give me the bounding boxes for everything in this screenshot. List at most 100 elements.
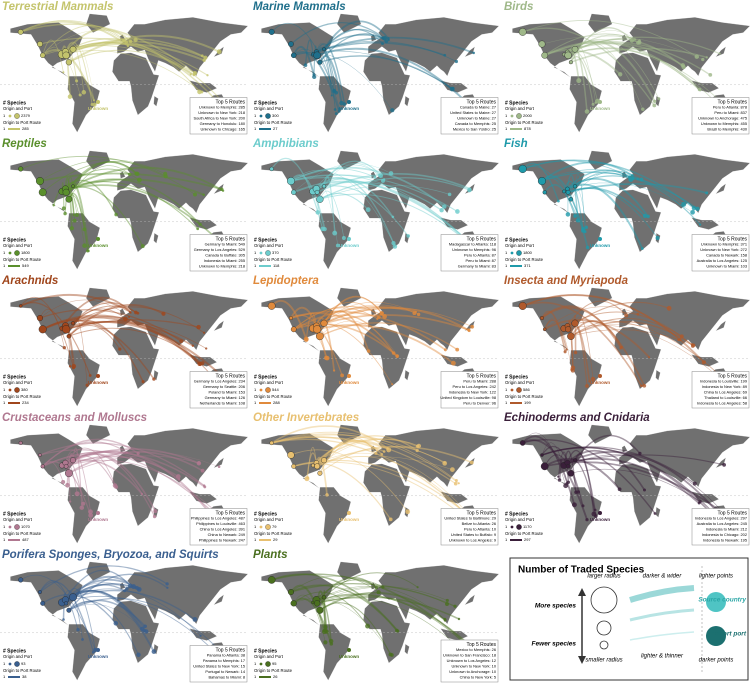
unknown-label: Unknown — [339, 106, 359, 111]
source-point — [65, 483, 70, 488]
port-point — [538, 177, 546, 185]
source-point — [652, 103, 656, 107]
port-point — [67, 608, 72, 613]
port-point — [289, 316, 293, 320]
legend-route — [8, 265, 20, 267]
source-point — [199, 635, 201, 637]
map-panel: Porifera Sponges, Bryozoa, and SquirtsUn… — [0, 549, 248, 682]
key-circle — [597, 621, 611, 635]
port-point — [322, 595, 326, 599]
port-point — [62, 325, 70, 333]
source-point — [640, 177, 644, 181]
source-point — [69, 365, 71, 367]
route-entry: Germany to Miami: 549 — [205, 242, 245, 247]
source-point — [80, 505, 84, 509]
source-point — [574, 351, 577, 354]
legend-value: 1 — [254, 674, 257, 679]
source-point — [142, 380, 145, 383]
source-point — [453, 605, 456, 608]
port-point — [572, 320, 579, 327]
source-point — [583, 230, 585, 232]
route-entry: China to New York: 5 — [460, 675, 496, 680]
legend-route — [8, 128, 20, 130]
route-entry: Unknown to Los Angeles: 9 — [449, 538, 496, 543]
unknown-label: Unknown — [339, 243, 359, 248]
source-point — [586, 246, 590, 250]
legend-point — [265, 661, 270, 666]
port-point — [541, 463, 548, 470]
port-point — [318, 60, 323, 65]
source-point — [333, 370, 335, 372]
legend-point — [516, 113, 521, 118]
source-point — [702, 360, 706, 364]
source-point — [164, 174, 168, 178]
source-point — [192, 345, 194, 347]
port-point — [39, 189, 46, 196]
panel-title: Echinoderms and Cnidaria — [504, 412, 650, 424]
unknown-label: Unknown — [590, 243, 610, 248]
legend-point — [14, 387, 19, 392]
legend-point — [511, 252, 514, 255]
key-label: Import port — [711, 631, 746, 638]
source-point — [416, 445, 419, 448]
legend-point — [9, 663, 12, 666]
source-point — [217, 49, 222, 54]
source-point — [61, 480, 65, 484]
key-label: darker points — [699, 658, 734, 664]
port-point — [316, 196, 323, 203]
source-point — [472, 52, 475, 55]
legend-value: 380 — [21, 387, 28, 392]
panel-title: Reptiles — [2, 138, 47, 150]
route-entry: Mexico to Memphis: 26 — [456, 647, 496, 652]
port-point — [270, 167, 274, 171]
port-point — [41, 464, 45, 468]
source-point — [641, 247, 644, 250]
unknown-label: Unknown — [590, 380, 610, 385]
source-point — [325, 356, 330, 361]
route-entry: Unknown to Memphis: 371 — [701, 242, 747, 247]
legend-value: 1 — [505, 250, 508, 255]
port-point — [39, 326, 47, 334]
source-point — [690, 210, 695, 215]
source-point — [165, 582, 168, 585]
legend-value: 1 — [3, 524, 6, 529]
source-point — [79, 93, 82, 96]
source-point — [386, 447, 389, 450]
port-point — [566, 464, 570, 468]
key-label: Fewer species — [532, 641, 577, 648]
source-point — [395, 354, 399, 358]
source-point — [585, 109, 590, 114]
port-point — [70, 457, 76, 463]
legend-point — [260, 389, 263, 392]
route-entry: United States to Baltimore: 29 — [444, 516, 496, 521]
legend-value: 1 — [3, 113, 6, 118]
legend-value: 1 — [3, 387, 6, 392]
route-entry: Unknown to Anchorage: 475 — [698, 116, 747, 121]
source-point — [166, 587, 168, 589]
source-point — [573, 214, 577, 218]
source-point — [325, 493, 329, 497]
unknown-label: Unknown — [88, 106, 108, 111]
port-point — [288, 589, 294, 595]
legend-value: 1 — [254, 537, 257, 542]
legend-value: 1800 — [21, 250, 31, 255]
source-point — [201, 469, 205, 473]
source-point — [322, 629, 327, 634]
legend-route — [8, 539, 20, 541]
route-entry: Bahamas to Miami: 8 — [208, 675, 245, 680]
port-point — [519, 302, 527, 310]
port-point — [542, 52, 548, 58]
panel-title: Porifera Sponges, Bryozoa, and Squirts — [2, 549, 219, 561]
port-point — [567, 333, 574, 340]
legend-label: Origin and Port — [3, 380, 33, 385]
port-point — [543, 190, 547, 194]
source-point — [467, 328, 470, 331]
route-entry: Peru to Los Angeles: 242 — [453, 384, 496, 389]
unknown-point — [347, 374, 351, 378]
source-point — [383, 450, 386, 453]
source-point — [643, 488, 646, 491]
legend-label: Origin to Port Route — [254, 668, 293, 673]
